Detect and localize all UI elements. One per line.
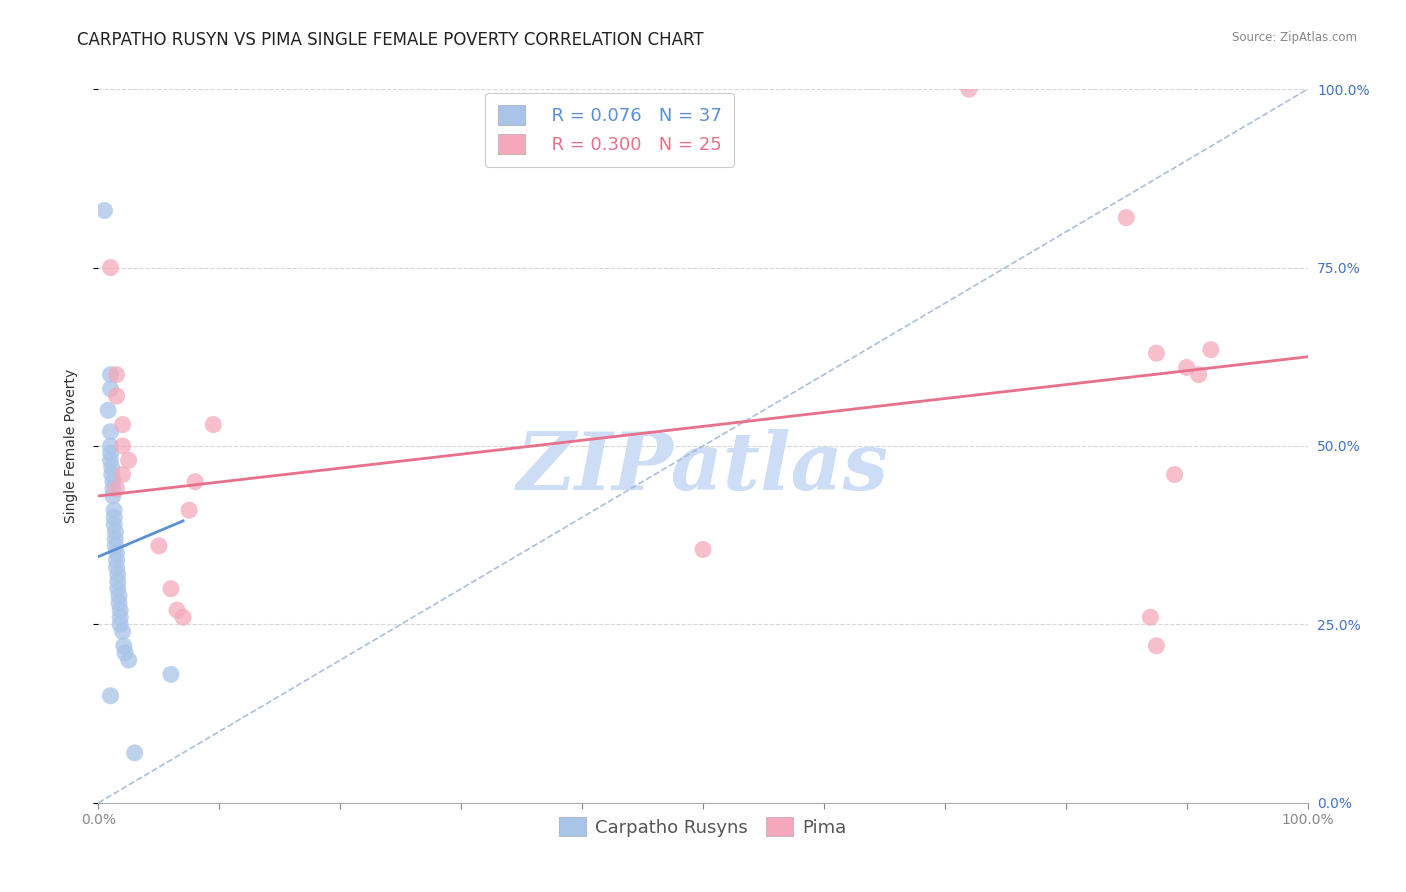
Point — [107, 574, 129, 589]
Point — [160, 582, 183, 596]
Point — [108, 610, 131, 624]
Point — [1163, 467, 1185, 482]
Point — [166, 603, 188, 617]
Text: Source: ZipAtlas.com: Source: ZipAtlas.com — [1232, 31, 1357, 45]
Point — [692, 542, 714, 557]
Point — [100, 368, 122, 382]
Point — [100, 689, 122, 703]
Point — [104, 532, 127, 546]
Point — [100, 425, 122, 439]
Point — [100, 446, 122, 460]
Point — [111, 439, 134, 453]
Point — [1175, 360, 1198, 375]
Point — [101, 482, 124, 496]
Point — [105, 546, 128, 560]
Point — [111, 624, 134, 639]
Point — [100, 382, 122, 396]
Point — [103, 510, 125, 524]
Point — [93, 203, 115, 218]
Point — [118, 453, 141, 467]
Point — [104, 524, 127, 539]
Legend: Carpatho Rusyns, Pima: Carpatho Rusyns, Pima — [553, 810, 853, 844]
Point — [108, 589, 131, 603]
Point — [124, 746, 146, 760]
Point — [202, 417, 225, 432]
Point — [1146, 346, 1168, 360]
Point — [104, 539, 127, 553]
Point — [105, 482, 128, 496]
Point — [107, 582, 129, 596]
Point — [100, 467, 122, 482]
Point — [160, 667, 183, 681]
Point — [108, 596, 131, 610]
Point — [105, 389, 128, 403]
Point — [100, 260, 122, 275]
Point — [100, 439, 122, 453]
Point — [1146, 639, 1168, 653]
Point — [179, 503, 201, 517]
Point — [103, 503, 125, 517]
Point — [1199, 343, 1222, 357]
Point — [101, 489, 124, 503]
Point — [107, 567, 129, 582]
Point — [100, 453, 122, 467]
Point — [100, 460, 122, 475]
Point — [105, 560, 128, 574]
Point — [114, 646, 136, 660]
Text: CARPATHO RUSYN VS PIMA SINGLE FEMALE POVERTY CORRELATION CHART: CARPATHO RUSYN VS PIMA SINGLE FEMALE POV… — [77, 31, 704, 49]
Point — [148, 539, 170, 553]
Point — [1188, 368, 1211, 382]
Point — [172, 610, 194, 624]
Point — [108, 617, 131, 632]
Point — [112, 639, 135, 653]
Point — [105, 368, 128, 382]
Point — [103, 517, 125, 532]
Point — [118, 653, 141, 667]
Point — [111, 417, 134, 432]
Point — [101, 475, 124, 489]
Point — [184, 475, 207, 489]
Text: ZIPatlas: ZIPatlas — [517, 429, 889, 506]
Point — [111, 467, 134, 482]
Point — [1139, 610, 1161, 624]
Point — [1115, 211, 1137, 225]
Point — [957, 82, 980, 96]
Y-axis label: Single Female Poverty: Single Female Poverty — [63, 369, 77, 523]
Point — [105, 553, 128, 567]
Point — [97, 403, 120, 417]
Point — [108, 603, 131, 617]
